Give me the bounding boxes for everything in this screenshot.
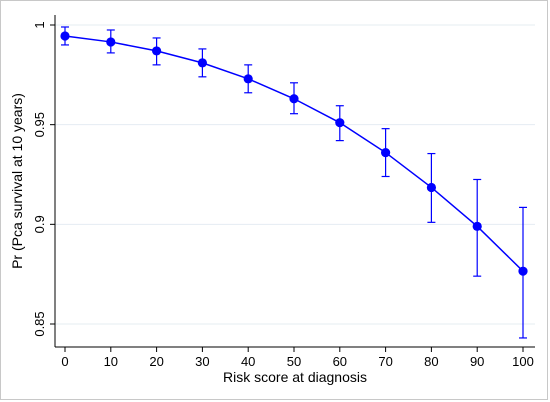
x-tick-label: 20 xyxy=(149,354,163,369)
y-axis-label: Pr (Pca survival at 10 years) xyxy=(9,93,25,269)
x-tick-label: 100 xyxy=(512,354,534,369)
data-point xyxy=(152,46,162,56)
data-point xyxy=(472,221,482,231)
x-tick-label: 80 xyxy=(424,354,438,369)
x-axis-label: Risk score at diagnosis xyxy=(223,369,367,385)
data-point xyxy=(289,94,299,104)
x-tick-label: 40 xyxy=(241,354,255,369)
x-tick-labels: 0 10 20 30 40 50 60 70 80 90 100 xyxy=(61,354,533,369)
x-tick-label: 10 xyxy=(104,354,118,369)
data-point xyxy=(381,147,391,158)
x-tick-label: 60 xyxy=(333,354,347,369)
data-point xyxy=(335,118,345,128)
y-tick-label: 0.9 xyxy=(32,215,47,233)
y-tick-label: 0.95 xyxy=(32,112,47,137)
data-point xyxy=(60,31,70,41)
x-tick-label: 0 xyxy=(61,354,68,369)
data-point xyxy=(518,266,528,276)
data-points xyxy=(60,31,528,276)
y-tick-label: 1 xyxy=(32,21,47,28)
x-tick-label: 70 xyxy=(378,354,392,369)
data-point xyxy=(197,58,207,68)
error-bars xyxy=(61,26,527,339)
x-tick-label: 30 xyxy=(195,354,209,369)
x-tick-label: 90 xyxy=(470,354,484,369)
y-tick-labels: 0.85 0.9 0.95 1 xyxy=(32,21,47,336)
y-tick-label: 0.85 xyxy=(32,311,47,336)
series-line xyxy=(64,35,524,272)
axes xyxy=(50,15,535,352)
data-point xyxy=(426,182,436,193)
gridlines xyxy=(55,24,535,325)
data-point xyxy=(106,37,116,47)
x-tick-label: 50 xyxy=(287,354,301,369)
data-point xyxy=(243,74,253,84)
